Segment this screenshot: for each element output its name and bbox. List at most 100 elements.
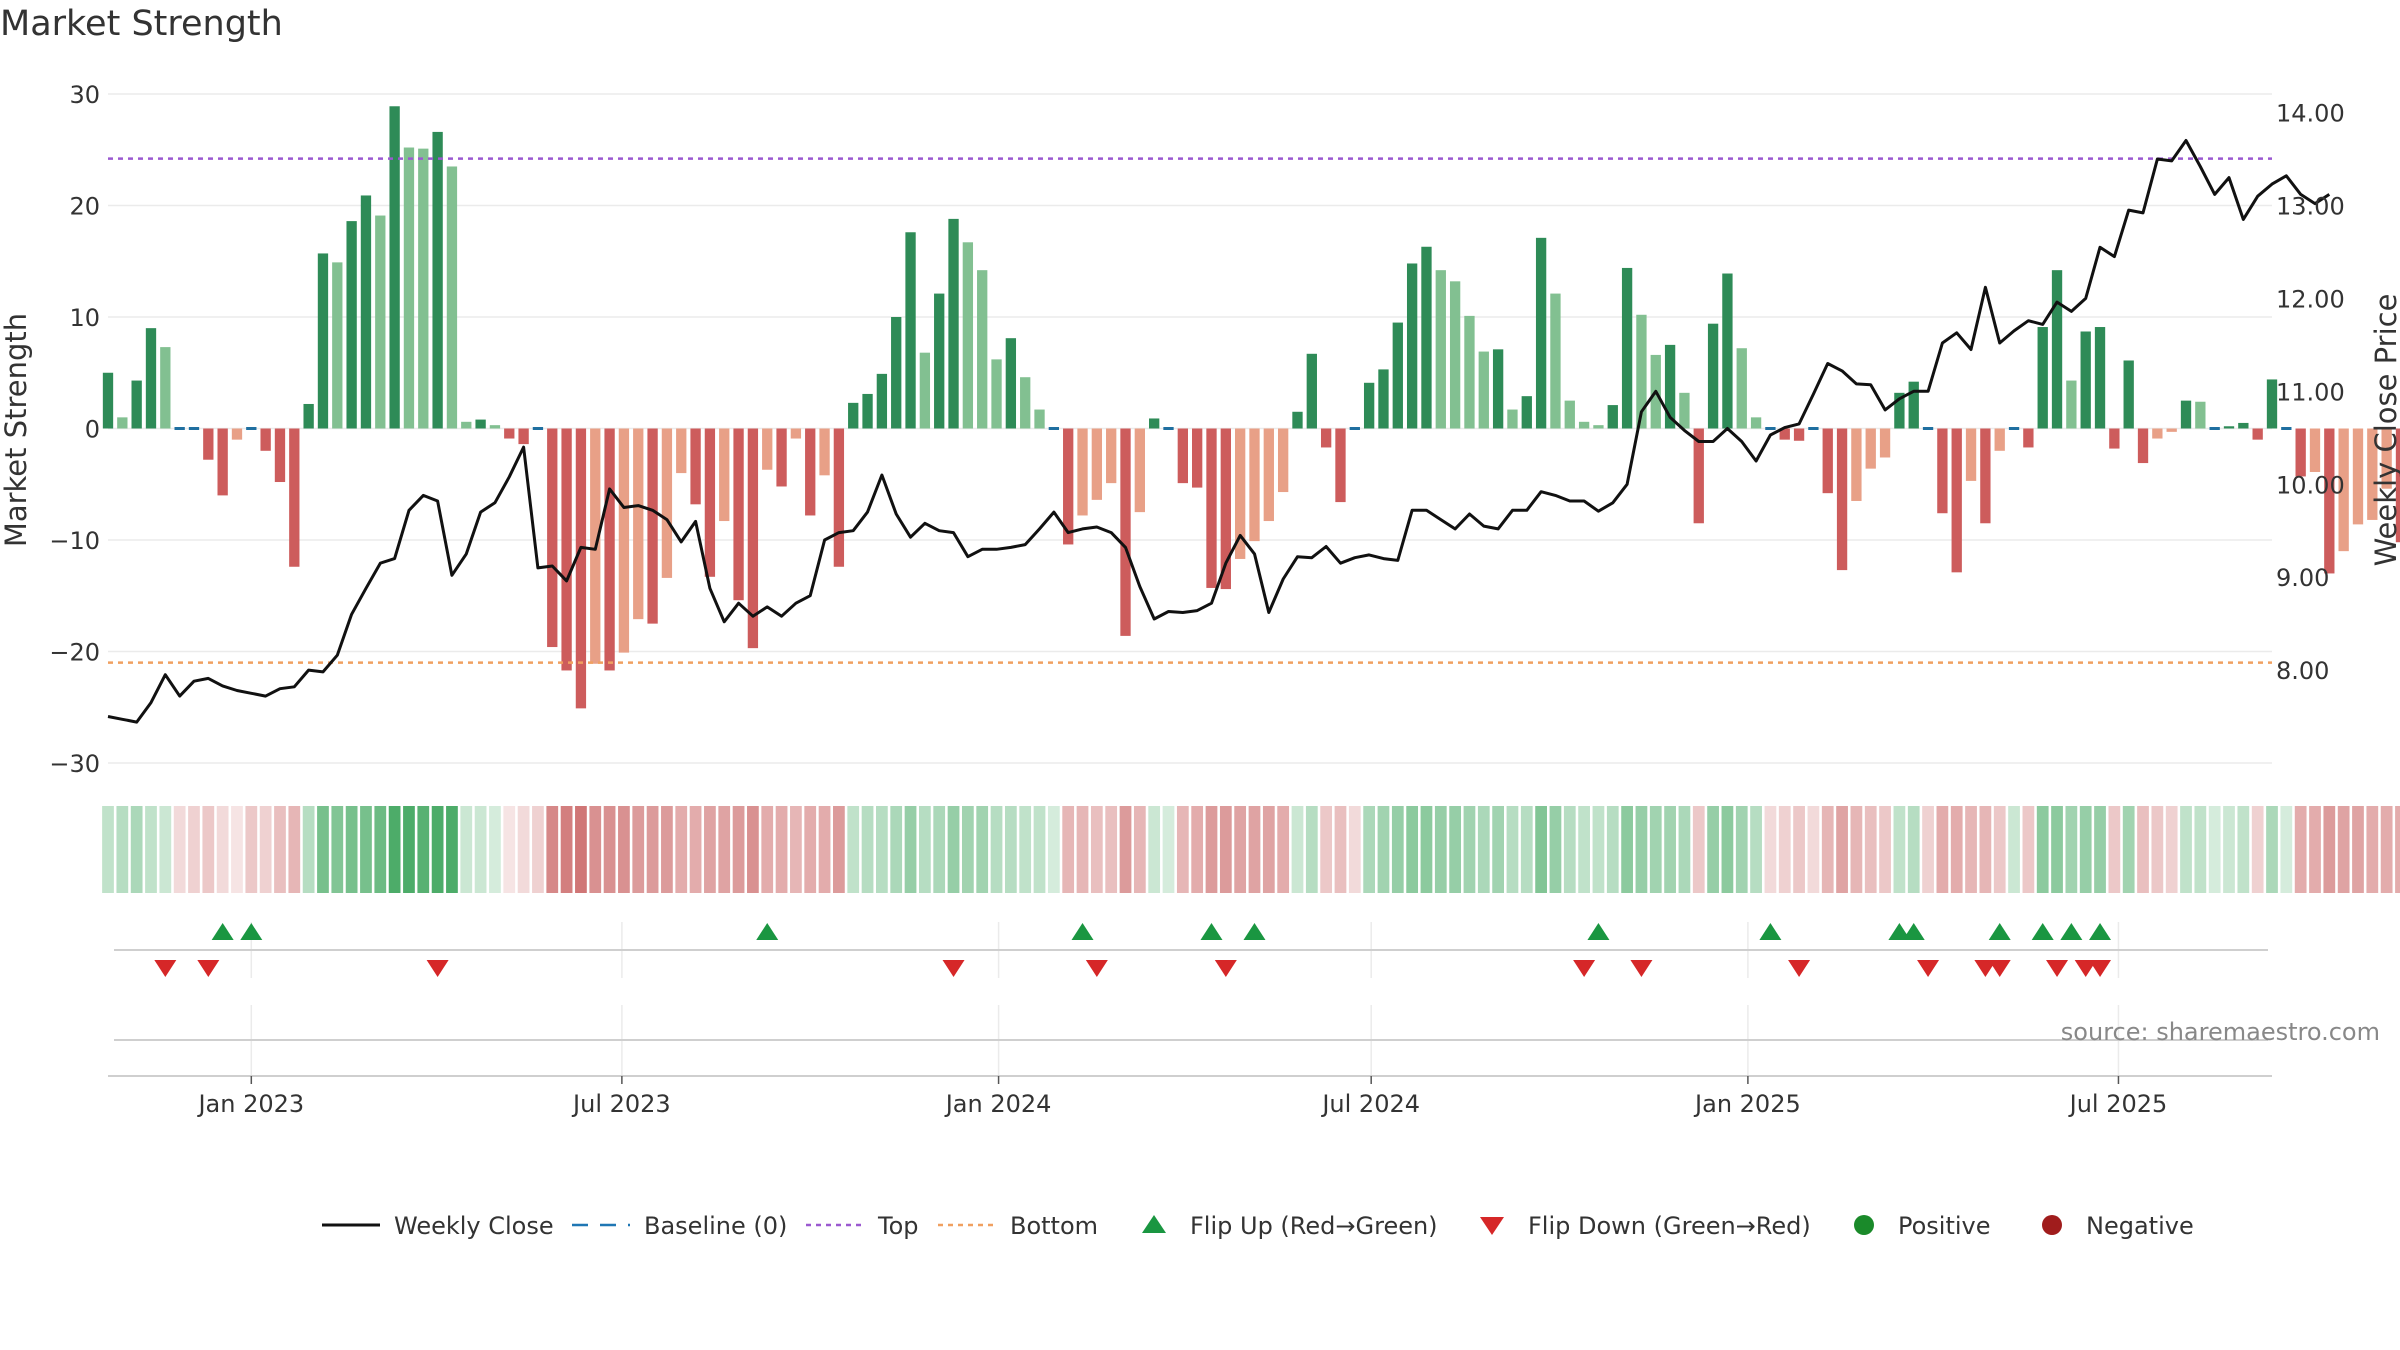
band-cell	[1979, 806, 1992, 893]
strength-bar	[1607, 405, 1618, 429]
strength-bar-zero	[2209, 427, 2220, 430]
strength-bar	[1234, 428, 1246, 559]
legend-item: Negative	[2042, 1212, 2194, 1240]
band-cell	[1234, 806, 1247, 893]
band-cell	[1678, 806, 1691, 893]
strength-bar	[948, 218, 959, 429]
strength-bar	[217, 428, 228, 496]
strength-bar	[1693, 428, 1704, 524]
strength-bar-zero	[188, 427, 200, 430]
band-cell	[1248, 806, 1261, 893]
reference-lines	[108, 157, 2272, 664]
strength-bar	[2338, 428, 2349, 552]
strength-bar	[1578, 421, 1590, 429]
legend-label: Negative	[2086, 1212, 2194, 1240]
band-cell	[231, 806, 243, 893]
band-cell	[575, 806, 587, 893]
strength-bar	[1793, 428, 1805, 441]
band-cell	[704, 806, 716, 893]
legend-item: Top	[806, 1212, 919, 1240]
strength-bar	[991, 359, 1002, 429]
strength-bar	[1492, 349, 1504, 429]
band-cell	[2122, 806, 2135, 893]
band-cell	[1520, 806, 1533, 893]
y-tick-label: 30	[69, 81, 100, 109]
strength-bar	[1077, 428, 1088, 516]
strength-bar	[1550, 293, 1561, 429]
legend-swatch	[2042, 1215, 2062, 1235]
strength-bar	[2137, 428, 2149, 464]
band-cell	[1907, 806, 1920, 893]
strength-bar	[704, 428, 716, 577]
strength-bar	[604, 428, 615, 671]
strength-bar	[2223, 426, 2235, 429]
legend-item: Weekly Close	[322, 1212, 554, 1240]
strength-bar	[1091, 428, 1103, 500]
y-tick-label: 20	[69, 193, 100, 221]
strength-bar	[1621, 267, 1633, 429]
strength-bar	[2352, 428, 2364, 525]
strength-bar	[1822, 428, 1833, 494]
band-cell	[947, 806, 960, 893]
strength-bar	[2051, 270, 2063, 429]
band-cell	[388, 806, 401, 893]
band-cell	[2151, 806, 2164, 893]
band-cell	[1090, 806, 1103, 893]
strength-bar	[1836, 428, 1848, 571]
band-cell	[1004, 806, 1017, 893]
strength-bar	[977, 270, 988, 429]
strength-bar	[1478, 351, 1489, 429]
band-cell	[130, 806, 143, 893]
strength-bar	[432, 131, 443, 429]
legend-item: Bottom	[938, 1212, 1098, 1240]
legend-label: Flip Up (Red→Green)	[1190, 1212, 1438, 1240]
strength-bar	[1750, 417, 1762, 429]
strength-bar	[862, 393, 873, 429]
legend-item: Flip Down (Green→Red)	[1480, 1212, 1811, 1240]
strength-bar	[962, 242, 974, 429]
band-cell	[1879, 806, 1891, 893]
flip-down-marker	[1917, 960, 1940, 977]
weekly-close-series	[107, 139, 2331, 724]
band-cell	[1993, 806, 2006, 893]
y-axis-title: Market Strength	[0, 313, 33, 547]
band-cell	[918, 806, 931, 893]
strength-bar	[934, 293, 945, 429]
strength-bar	[1177, 428, 1188, 484]
strength-bar	[1134, 428, 1146, 513]
band-cell	[632, 806, 645, 893]
chart-title: Market Strength	[0, 4, 283, 44]
band-cell	[976, 806, 989, 893]
strength-bar	[1063, 428, 1074, 545]
band-cell	[1047, 806, 1060, 893]
strength-bar	[2094, 327, 2106, 429]
legend-item: Baseline (0)	[572, 1212, 787, 1240]
band-cell	[1965, 806, 1977, 893]
band-cell	[2208, 806, 2221, 893]
band-cell	[2180, 806, 2192, 893]
strength-bar	[1564, 400, 1575, 429]
strength-heat-band	[102, 806, 2400, 893]
y-tick-label: 0	[85, 416, 100, 444]
band-cell	[1821, 806, 1834, 893]
legend: Weekly Close Baseline (0) Top Bottom Flip Up…	[322, 1212, 2194, 1240]
flip-up-marker	[1759, 923, 1782, 940]
flip-up-marker	[211, 923, 234, 940]
strength-bar	[303, 403, 314, 429]
band-cell	[790, 806, 802, 893]
strength-bar	[2037, 327, 2048, 429]
strength-bar-zero	[1922, 427, 1934, 430]
band-cell	[245, 806, 258, 893]
y2-tick-label: 12.00	[2276, 285, 2345, 313]
band-cell	[1420, 806, 1433, 893]
strength-bar	[203, 428, 214, 460]
band-cell	[990, 806, 1003, 893]
band-cell	[532, 806, 544, 893]
band-cell	[173, 806, 186, 893]
band-cell	[2309, 806, 2321, 893]
x-tick-label: Jan 2025	[1693, 1090, 1801, 1118]
band-cell	[1850, 806, 1863, 893]
band-cell	[2079, 806, 2092, 893]
band-cell	[1621, 806, 1633, 893]
band-cell	[116, 806, 129, 893]
